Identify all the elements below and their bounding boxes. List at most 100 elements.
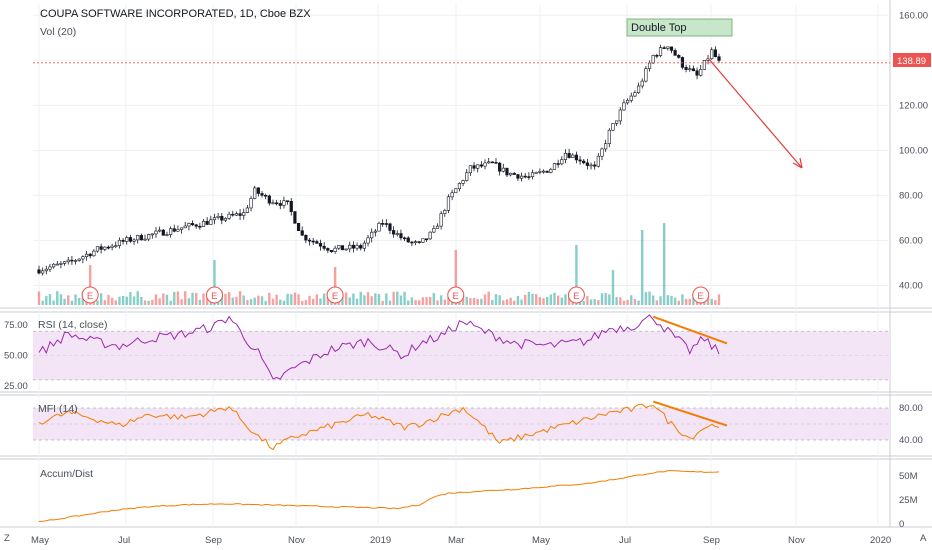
volume-bar xyxy=(59,294,63,305)
volume-bar xyxy=(268,292,271,305)
candle-body xyxy=(296,223,301,232)
candle-body xyxy=(110,245,114,248)
candle-body xyxy=(231,213,235,216)
volume-bar xyxy=(421,297,425,305)
volume-bar xyxy=(432,292,436,305)
candle-body xyxy=(114,245,118,247)
volume-bar xyxy=(279,299,282,305)
candle-body xyxy=(457,183,462,190)
earnings-letter: E xyxy=(697,291,703,302)
volume-bar xyxy=(290,294,293,305)
time-tick-label: 2019 xyxy=(370,535,391,546)
volume-bar xyxy=(439,295,443,305)
candle-body xyxy=(699,69,703,76)
candle-body xyxy=(238,213,242,216)
candle-body xyxy=(677,55,681,58)
bottom-right-icon[interactable]: A xyxy=(920,533,927,544)
candle-body xyxy=(490,161,494,164)
candle-body xyxy=(505,167,509,176)
time-tick-label: Jul xyxy=(118,535,130,546)
volume-bar xyxy=(143,300,147,305)
volume-bar xyxy=(151,299,154,305)
earnings-marker[interactable] xyxy=(81,286,99,304)
candle-body xyxy=(249,198,253,209)
candle-body xyxy=(487,161,491,164)
candle-body xyxy=(253,187,257,199)
price-axis[interactable]: 160.00140.00120.00100.0080.0060.0040.007… xyxy=(4,10,928,530)
candle-body xyxy=(611,123,615,131)
earnings-marker[interactable] xyxy=(447,286,465,304)
candle-body xyxy=(326,248,330,251)
earnings-marker[interactable] xyxy=(567,286,585,304)
indicator-tick-label: 25.00 xyxy=(4,381,28,392)
candle-body xyxy=(443,210,447,214)
volume-bar xyxy=(125,296,128,305)
volume-bar xyxy=(198,299,202,305)
time-axis[interactable]: May Jul Sep Nov 2019 Mar May Jul Sep Nov 2020 xyxy=(31,535,891,546)
double-top-annotation[interactable]: Double Top xyxy=(626,18,733,37)
volume-bar xyxy=(103,300,107,305)
candle-body xyxy=(618,109,622,122)
candle-body xyxy=(44,268,48,272)
earnings-marker[interactable] xyxy=(326,286,344,304)
candle-body xyxy=(37,269,41,274)
bottom-left-icon[interactable]: Z xyxy=(4,533,10,544)
volume-bar xyxy=(626,300,629,305)
volume-bar xyxy=(297,294,300,305)
candle-body xyxy=(501,167,505,172)
candle-body xyxy=(530,172,535,177)
chart-title: COUPA SOFTWARE INCORPORATED, 1D, Cboe BZ… xyxy=(40,8,311,20)
indicator-tick-label: 50.00 xyxy=(4,351,28,362)
volume-bar xyxy=(582,300,585,305)
candle-body xyxy=(216,215,220,218)
mfi-trend-line[interactable] xyxy=(652,400,728,427)
volume-bar xyxy=(549,294,553,305)
candle-body xyxy=(106,246,111,249)
volume-bar xyxy=(348,297,351,305)
volume-bar xyxy=(502,300,505,305)
candle-body xyxy=(245,207,249,213)
candle-body xyxy=(680,57,685,68)
candle-body xyxy=(596,155,600,167)
volume-bar xyxy=(560,297,563,305)
candle-body xyxy=(99,246,103,250)
volume-bar xyxy=(74,294,77,305)
volume-bar xyxy=(472,297,476,305)
volume-bar xyxy=(545,296,549,305)
volume-bar xyxy=(611,270,615,305)
candle-body xyxy=(355,245,359,249)
down-arrow-projection[interactable] xyxy=(707,57,803,169)
candle-body xyxy=(494,162,498,164)
candle-body xyxy=(556,163,560,165)
candle-body xyxy=(307,239,312,242)
time-tick-label: May xyxy=(31,535,49,546)
volume-bar xyxy=(257,295,260,305)
volume-bar xyxy=(213,260,216,305)
candle-body xyxy=(424,238,429,241)
candle-body xyxy=(293,211,297,224)
time-tick-label: Sep xyxy=(703,535,720,546)
candle-body xyxy=(282,200,286,206)
volume-bar xyxy=(52,300,55,305)
candle-body xyxy=(194,224,198,227)
candle-body xyxy=(154,230,158,235)
volume-bar xyxy=(385,293,388,305)
volume-bar xyxy=(260,296,264,305)
volume-bar xyxy=(333,267,337,305)
candle-body xyxy=(205,220,209,225)
volume-bar xyxy=(509,297,512,305)
candle-body xyxy=(585,162,589,166)
volume-bar xyxy=(67,295,70,305)
indicator-tick-label: 75.00 xyxy=(4,320,28,331)
candle-body xyxy=(66,259,70,263)
earnings-marker[interactable] xyxy=(692,286,710,304)
candle-body xyxy=(384,223,388,225)
rsi-trend-line[interactable] xyxy=(652,315,728,345)
candle-body xyxy=(527,176,531,178)
earnings-letter: E xyxy=(332,291,338,302)
candle-body xyxy=(567,152,571,158)
mfi-line xyxy=(38,403,720,451)
earnings-marker[interactable] xyxy=(205,286,223,304)
